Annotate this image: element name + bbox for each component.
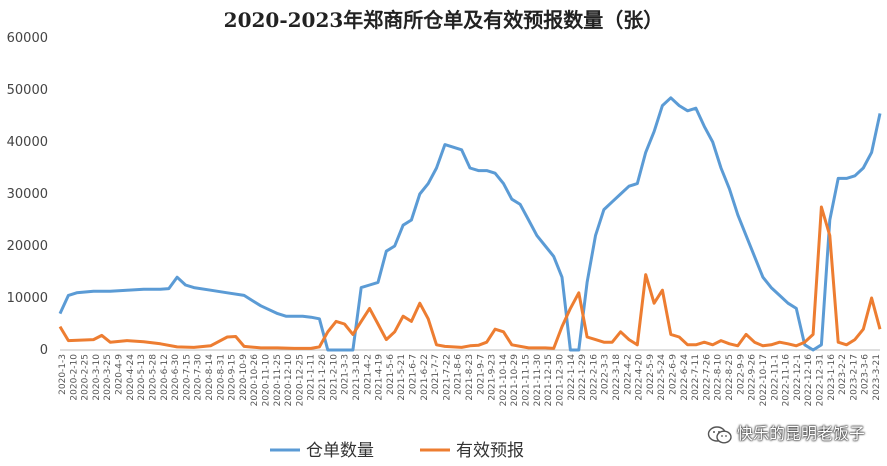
x-tick-label: 2021-5-21: [397, 354, 407, 401]
x-tick-label: 2020-8-14: [205, 354, 215, 401]
x-tick-label: 2022-5-24: [657, 354, 667, 401]
x-tick-label: 2022-2-16: [589, 354, 599, 401]
x-tick-label: 2022-1-29: [578, 354, 588, 401]
x-tick-label: 2020-6-30: [171, 354, 181, 401]
x-tick-label: 2020-11-10: [262, 354, 272, 407]
watermark-text: 快乐的昆明老饭子: [736, 424, 865, 443]
x-tick-label: 2021-11-30: [533, 354, 543, 407]
x-tick-label: 2022-12-1: [793, 354, 803, 401]
wechat-icon: [707, 425, 732, 444]
x-tick-label: 2022-4-2: [623, 354, 633, 395]
x-tick-label: 2022-3-3: [601, 354, 611, 395]
x-tick-label: 2020-2-25: [81, 354, 91, 401]
y-tick-label: 0: [40, 343, 48, 358]
x-tick-label: 2020-7-30: [194, 354, 204, 401]
x-tick-label: 2022-5-9: [646, 354, 656, 395]
x-tick-label: 2022-6-24: [680, 354, 690, 401]
x-tick-label: 2021-8-6: [454, 354, 464, 395]
x-tick-label: 2022-7-26: [702, 354, 712, 401]
x-tick-label: 2021-9-7: [476, 354, 486, 395]
x-tick-label: 2020-4-24: [126, 354, 136, 401]
x-tick-label: 2021-10-14: [499, 354, 509, 407]
y-tick-label: 20000: [7, 239, 48, 254]
x-tick-label: 2021-8-23: [465, 354, 475, 401]
x-tick-label: 2022-1-14: [567, 354, 577, 401]
x-tick-label: 2020-3-10: [92, 354, 102, 401]
x-tick-label: 2023-1-16: [827, 354, 837, 401]
x-tick-label: 2023-3-6: [861, 354, 871, 395]
x-tick-label: 2022-12-16: [804, 354, 814, 407]
x-tick-label: 2022-4-20: [635, 354, 645, 401]
x-tick-label: 2021-1-26: [318, 354, 328, 401]
x-tick-label: 2021-5-6: [386, 354, 396, 395]
x-tick-label: 2021-4-2: [363, 354, 373, 395]
y-tick-label: 30000: [7, 187, 48, 202]
series-line-1: [58, 96, 882, 352]
x-tick-label: 2023-2-17: [849, 354, 859, 401]
y-tick-label: 60000: [7, 31, 48, 46]
x-tick-label: 2020-10-9: [239, 354, 249, 401]
x-tick-label: 2021-2-10: [329, 354, 339, 401]
x-tick-label: 2022-7-11: [691, 354, 701, 401]
x-axis: 2020-1-3 2020-2-10 2020-2-25 2020-3-10 2020-…: [58, 349, 882, 407]
x-tick-label: 2021-11-15: [522, 354, 532, 406]
x-tick-label: 2020-1-3: [58, 354, 68, 395]
x-tick-label: 2021-1-11: [307, 354, 317, 401]
x-tick-label: 2020-9-15: [228, 354, 238, 401]
legend-label-1: 仓单数量: [306, 441, 374, 461]
x-tick-label: 2023-3-21: [872, 354, 882, 401]
x-tick-label: 2021-4-19: [375, 354, 385, 401]
x-tick-label: 2022-11-1: [770, 354, 780, 401]
x-tick-label: 2022-6-9: [669, 354, 679, 395]
y-tick-label: 40000: [7, 135, 48, 150]
x-tick-label: 2020-7-15: [182, 354, 192, 401]
x-tick-label: 2022-8-10: [714, 354, 724, 401]
series-group: [58, 96, 882, 352]
y-tick-label: 10000: [7, 291, 48, 306]
legend-label-2: 有效预报: [456, 441, 524, 461]
x-tick-label: 2023-2-2: [838, 354, 848, 395]
x-tick-label: 2020-5-28: [148, 354, 158, 401]
x-tick-label: 2021-10-29: [510, 354, 520, 407]
x-tick-label: 2021-6-7: [408, 354, 418, 395]
x-tick-label: 2020-2-10: [69, 354, 79, 401]
y-axis: 0 10000 20000 30000 40000 50000 60000: [7, 31, 48, 358]
x-tick-label: 2021-12-15: [544, 354, 554, 406]
legend: 仓单数量 有效预报: [270, 441, 524, 461]
x-tick-label: 2022-8-25: [725, 354, 735, 401]
x-tick-label: 2020-10-26: [250, 354, 260, 407]
chart-title: 2020-2023年郑商所仓单及有效预报数量（张）: [223, 8, 664, 32]
x-tick-label: 2021-12-30: [555, 354, 565, 407]
x-tick-label: 2020-6-12: [160, 354, 170, 401]
x-tick-label: 2022-10-17: [759, 354, 769, 406]
x-tick-label: 2020-5-13: [137, 354, 147, 401]
x-tick-label: 2020-3-25: [103, 354, 113, 401]
x-tick-label: 2020-12-10: [284, 354, 294, 407]
x-tick-label: 2022-12-31: [815, 354, 825, 406]
y-tick-label: 50000: [7, 83, 48, 98]
x-tick-label: 2020-11-25: [273, 354, 283, 406]
x-tick-label: 2021-3-18: [352, 354, 362, 401]
series-line-2: [58, 205, 882, 350]
x-tick-label: 2022-9-26: [748, 354, 758, 401]
x-tick-label: 2022-3-18: [612, 354, 622, 401]
watermark: 快乐的昆明老饭子: [707, 420, 865, 445]
x-tick-label: 2020-4-9: [115, 354, 125, 395]
x-tick-label: 2020-8-31: [216, 354, 226, 401]
x-tick-label: 2021-3-3: [341, 354, 351, 395]
x-tick-label: 2022-11-16: [782, 354, 792, 407]
x-tick-label: 2021-9-23: [488, 354, 498, 401]
x-tick-label: 2021-7-22: [442, 354, 452, 401]
x-tick-label: 2021-6-22: [420, 354, 430, 401]
x-tick-label: 2022-9-9: [736, 354, 746, 395]
x-tick-label: 2020-12-25: [295, 354, 305, 406]
x-tick-label: 2021-7-7: [431, 354, 441, 395]
